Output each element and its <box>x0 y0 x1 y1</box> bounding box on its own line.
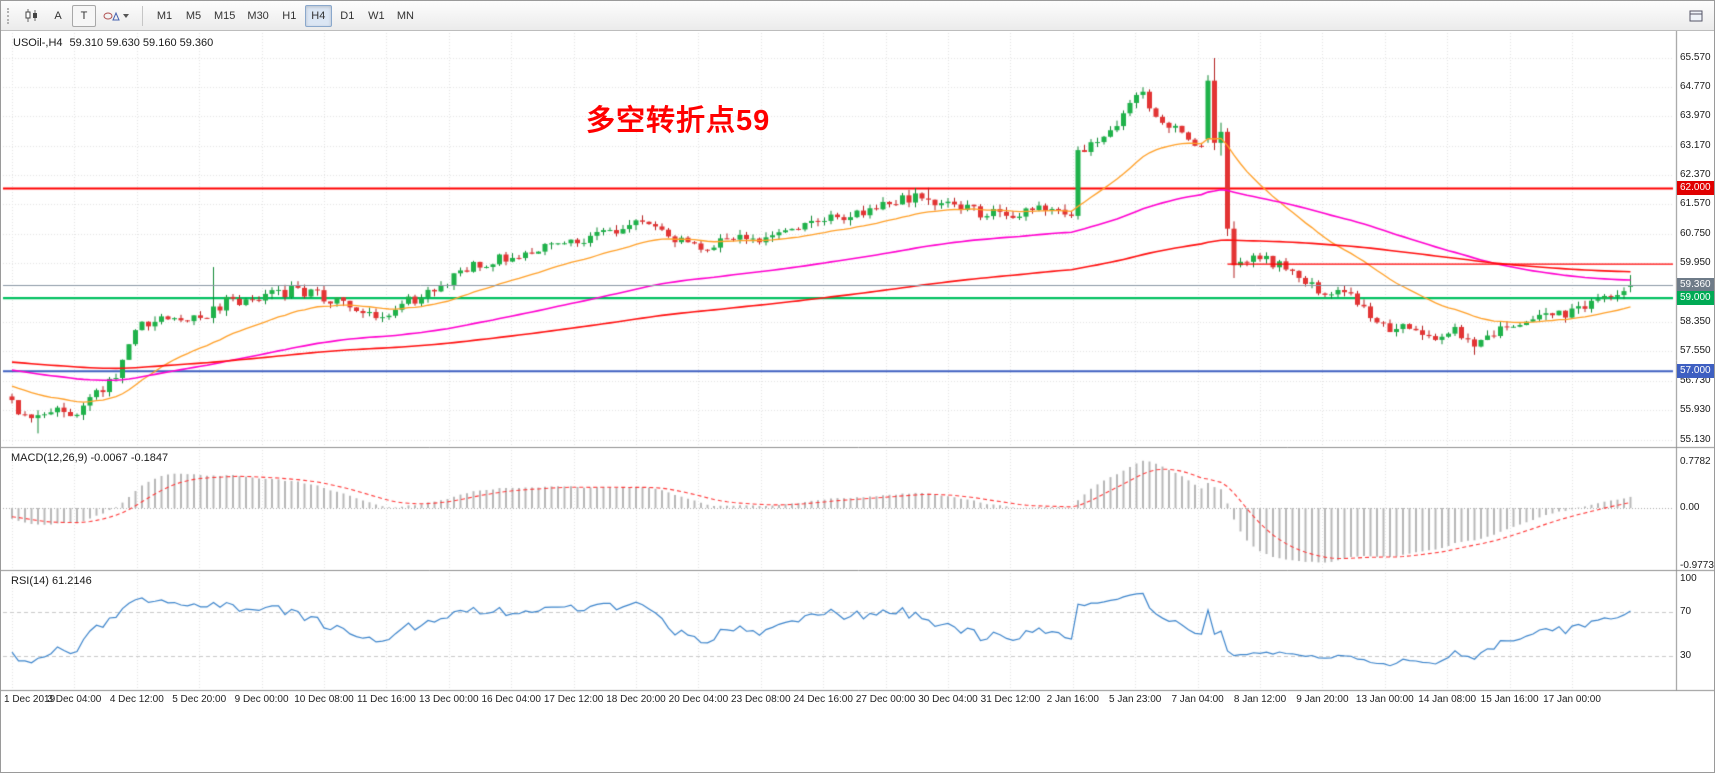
time-label: 31 Dec 12:00 <box>980 694 1041 705</box>
time-label: 5 Dec 20:00 <box>172 694 227 705</box>
time-label: 17 Dec 12:00 <box>543 694 604 705</box>
candlestick-glyph <box>25 9 37 22</box>
time-label: 13 Jan 00:00 <box>1355 694 1414 705</box>
price-tick: 63.170 <box>1680 139 1711 151</box>
timeframe-button-w1[interactable]: W1 <box>363 5 390 27</box>
toolbar-separator <box>142 5 143 26</box>
shapes-dropdown-button[interactable] <box>98 5 134 27</box>
time-label: 1 Dec 2019 <box>4 694 56 705</box>
timeframe-group: M1 M5 M15 M30 H1 H4 D1 W1 MN <box>150 4 420 27</box>
symbol-ohlc-label: USOil-,H4 59.310 59.630 59.160 59.360 <box>13 37 213 49</box>
time-label: 16 Dec 04:00 <box>481 694 541 705</box>
toolbar: A T M1 M5 M15 M30 H1 H4 D1 W1 MN <box>1 1 1714 31</box>
time-label: 13 Dec 00:00 <box>419 694 479 705</box>
toolbar-grip[interactable] <box>7 7 13 24</box>
chart-canvas[interactable] <box>1 31 1714 772</box>
time-axis[interactable]: 1 Dec 2019 3 Dec 04:00 4 Dec 12:00 5 Dec 20… <box>1 692 1677 710</box>
time-label: 2 Jan 16:00 <box>1046 694 1099 705</box>
macd-tick: 0.7782 <box>1680 456 1711 467</box>
timeframe-button-m30[interactable]: M30 <box>242 5 273 27</box>
time-label: 15 Jan 16:00 <box>1480 694 1539 705</box>
time-label: 9 Jan 20:00 <box>1296 694 1349 705</box>
price-tick: 62.370 <box>1680 168 1711 180</box>
ohlc-values: 59.310 59.630 59.160 59.360 <box>69 37 214 49</box>
price-badge-62.000[interactable]: 62.000 <box>1677 181 1714 196</box>
time-label: 11 Dec 16:00 <box>357 694 416 705</box>
timeframe-button-m1[interactable]: M1 <box>151 5 178 27</box>
price-tick: 64.770 <box>1680 81 1711 93</box>
price-tick: 58.350 <box>1680 315 1711 327</box>
timeframe-button-mn[interactable]: MN <box>392 5 419 27</box>
price-tick: 65.570 <box>1680 52 1711 63</box>
macd-tick: 0.00 <box>1680 502 1700 514</box>
time-label: 23 Dec 08:00 <box>731 694 791 705</box>
price-badge-59.000[interactable]: 59.000 <box>1677 291 1714 306</box>
time-label: 4 Dec 12:00 <box>109 694 164 705</box>
chart-annotation-text[interactable]: 多空转折点59 <box>586 105 771 137</box>
chart-region: USOil-,H4 59.310 59.630 59.160 59.360 多空转… <box>1 31 1714 772</box>
text-annotation-a-button[interactable]: A <box>46 5 70 27</box>
price-tick: 56.730 <box>1680 375 1711 387</box>
rsi-label: RSI(14) 61.2146 <box>11 575 92 587</box>
time-label: 17 Jan 00:00 <box>1543 694 1601 705</box>
time-label: 18 Dec 20:00 <box>606 694 666 705</box>
timeframe-button-m15[interactable]: M15 <box>209 5 240 27</box>
timeframe-button-h1[interactable]: H1 <box>276 5 303 27</box>
timeframe-button-h4[interactable]: H4 <box>304 4 332 27</box>
time-label: 14 Jan 08:00 <box>1418 694 1477 705</box>
time-label: 24 Dec 16:00 <box>793 694 853 705</box>
price-tick: 55.130 <box>1680 433 1711 445</box>
macd-tick: -0.9773 <box>1680 560 1714 571</box>
time-label: 27 Dec 00:00 <box>855 694 916 705</box>
time-label: 20 Dec 04:00 <box>668 694 729 705</box>
price-tick: 60.750 <box>1680 228 1711 240</box>
rsi-tick: 70 <box>1680 606 1692 617</box>
time-label: 3 Dec 04:00 <box>47 694 102 705</box>
timeframe-button-d1[interactable]: D1 <box>334 5 361 27</box>
price-tick: 59.950 <box>1680 257 1711 269</box>
chevron-down-icon <box>123 13 129 18</box>
price-tick: 55.930 <box>1680 404 1711 416</box>
symbol-period: USOil-,H4 <box>13 37 63 49</box>
price-axis[interactable]: 65.570 64.770 63.970 63.170 62.370 61.570 60.7… <box>1677 31 1714 711</box>
window-glyph <box>1689 10 1703 21</box>
time-label: 9 Dec 00:00 <box>234 694 289 705</box>
time-label: 30 Dec 04:00 <box>918 694 978 705</box>
time-label: 5 Jan 23:00 <box>1109 694 1162 705</box>
price-tick: 61.570 <box>1680 198 1711 210</box>
candlestick-chart-icon[interactable] <box>19 5 44 27</box>
time-label: 8 Jan 12:00 <box>1233 694 1287 705</box>
price-badge-59.360[interactable]: 59.360 <box>1677 277 1714 292</box>
time-label: 7 Jan 04:00 <box>1171 694 1224 705</box>
price-tick: 63.970 <box>1680 110 1711 122</box>
timeframe-button-m5[interactable]: M5 <box>180 5 207 27</box>
price-tick: 57.550 <box>1680 345 1711 357</box>
price-badge-57.000[interactable]: 57.000 <box>1677 364 1714 379</box>
rsi-tick: 30 <box>1680 650 1692 661</box>
text-annotation-t-button[interactable]: T <box>72 4 96 27</box>
rsi-tick: 100 <box>1680 573 1697 584</box>
shapes-glyph <box>103 11 120 21</box>
time-label: 10 Dec 08:00 <box>294 694 354 705</box>
macd-label: MACD(12,26,9) -0.0067 -0.1847 <box>11 452 169 464</box>
chart-window-icon[interactable] <box>1684 5 1708 27</box>
